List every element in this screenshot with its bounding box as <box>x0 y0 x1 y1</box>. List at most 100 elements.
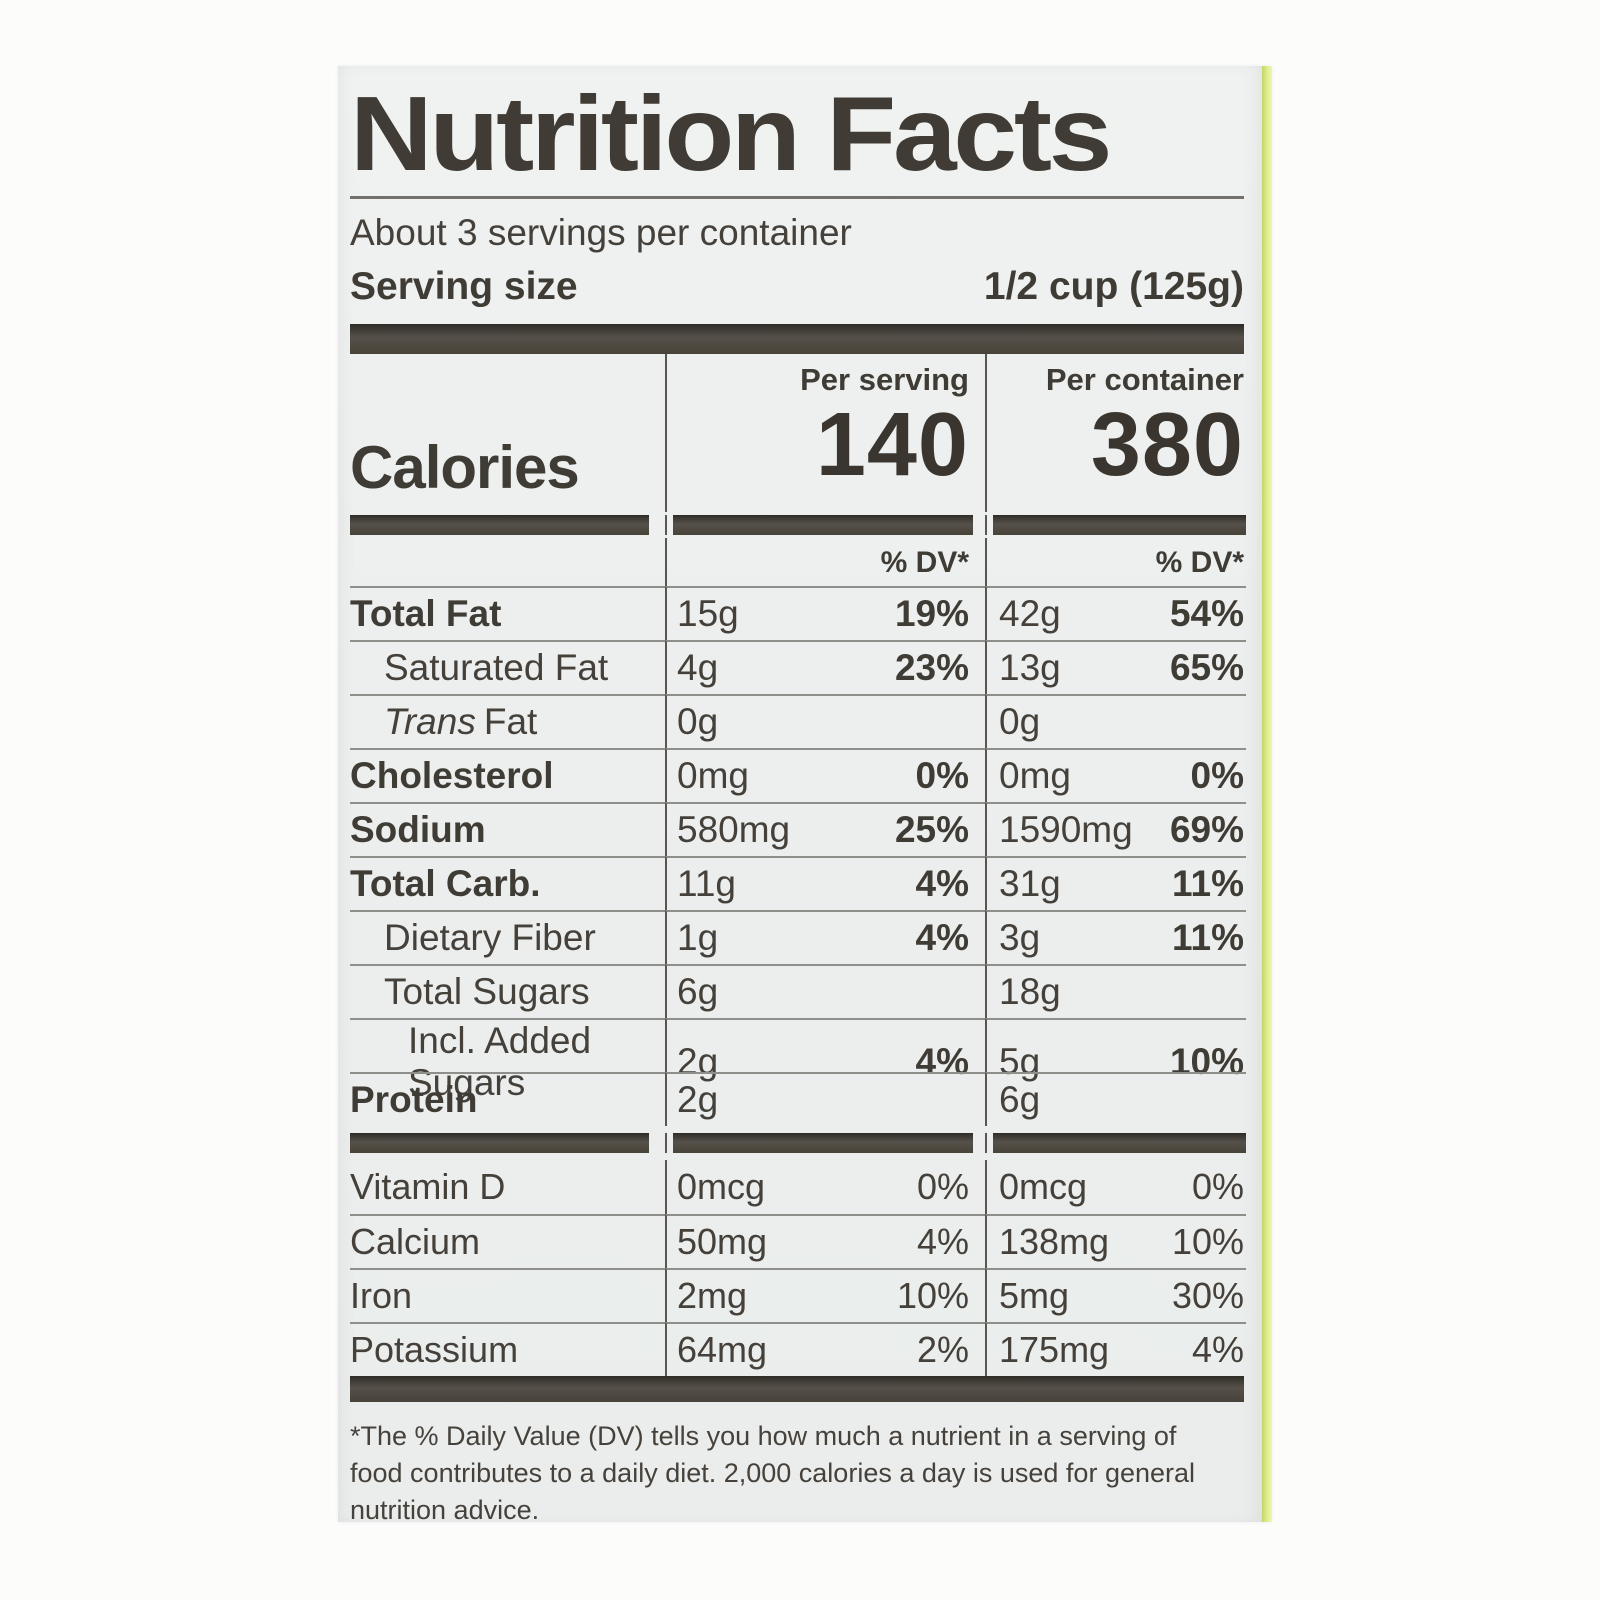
container-amount: 18g <box>999 971 1061 1013</box>
container-dv: 10% <box>1169 1041 1244 1083</box>
container-dv: 65% <box>1169 647 1244 689</box>
container-amount: 42g <box>999 593 1061 635</box>
servings-per-container: About 3 servings per container <box>350 212 852 254</box>
serving-dv: 25% <box>894 809 969 851</box>
serving-amount: 2g <box>677 1079 719 1121</box>
container-amount: 0g <box>999 701 1041 743</box>
thick-divider-bar-top <box>350 324 1244 355</box>
nutrient-name: Total Sugars <box>384 971 590 1013</box>
container-dv: 0% <box>1190 755 1244 797</box>
nutrient-row-sodium: Sodium 580mg 25% 1590mg 69% <box>350 802 1246 857</box>
container-amount: 3g <box>999 917 1041 959</box>
title-rule <box>350 196 1244 200</box>
container-dv: 11% <box>1171 917 1244 959</box>
serving-dv: 4% <box>916 1221 969 1263</box>
serving-amount: 64mg <box>677 1329 768 1371</box>
container-dv: 69% <box>1169 809 1244 851</box>
container-dv: 54% <box>1169 593 1244 635</box>
serving-amount: 2g <box>677 1041 719 1083</box>
label-title: Nutrition Facts <box>350 75 1112 193</box>
nutrient-name: Cholesterol <box>350 755 554 797</box>
calories-per-serving-value: 140 <box>815 395 969 496</box>
nutrient-name: Trans Fat <box>384 701 538 743</box>
nutrient-row-cholesterol: Cholesterol 0mg 0% 0mg 0% <box>350 748 1246 803</box>
nutrient-name: Dietary Fiber <box>384 917 596 959</box>
dv-header-serving: % DV* <box>665 538 985 587</box>
serving-dv: 4% <box>915 917 969 959</box>
serving-dv: 4% <box>915 1041 969 1083</box>
serving-amount: 6g <box>677 971 719 1013</box>
serving-amount: 50mg <box>677 1221 768 1263</box>
nutrient-row-added-sugars: Incl. Added Sugars 2g 4% 5g 10% <box>350 1018 1246 1105</box>
nutrient-row-saturated-fat: Saturated Fat 4g 23% 13g 65% <box>350 640 1246 695</box>
container-amount: 1590mg <box>999 809 1133 851</box>
container-amount: 5g <box>999 1041 1041 1083</box>
calories-label: Calories <box>350 434 580 502</box>
serving-amount: 2mg <box>677 1275 748 1317</box>
serving-dv: 4% <box>915 863 969 905</box>
per-serving-header: Per serving <box>800 362 969 398</box>
serving-amount: 580mg <box>677 809 791 851</box>
serving-dv: 23% <box>894 647 969 689</box>
nutrient-name: Total Carb. <box>350 863 541 905</box>
serving-amount: 1g <box>677 917 719 959</box>
nutrient-name: Potassium <box>350 1329 519 1371</box>
nutrient-row-total-fat: Total Fat 15g 19% 42g 54% <box>350 586 1246 641</box>
nutrient-name: Total Fat <box>350 593 502 635</box>
footnote-line: *The % Daily Value (DV) tells you how mu… <box>350 1421 1177 1452</box>
serving-size-value: 1/2 cup (125g) <box>983 264 1244 308</box>
footnote-line: nutrition advice. <box>350 1495 540 1526</box>
serving-amount: 15g <box>677 593 739 635</box>
dv-header-row: % DV* % DV* <box>350 538 1246 587</box>
container-amount: 6g <box>999 1079 1041 1121</box>
vitamin-row-potassium: Potassium 64mg 2% 175mg 4% <box>350 1322 1246 1377</box>
nutrient-name: Sodium <box>350 809 486 851</box>
nutrient-name: Protein <box>350 1079 478 1121</box>
container-amount: 138mg <box>999 1221 1110 1263</box>
nutrient-row-total-sugars: Total Sugars 6g 18g <box>350 964 1246 1019</box>
nutrient-name: Vitamin D <box>350 1166 506 1208</box>
container-dv: 10% <box>1171 1221 1244 1263</box>
container-dv: 0% <box>1191 1166 1244 1208</box>
serving-amount: 4g <box>677 647 719 689</box>
calories-row: Calories Per serving 140 Per container 3… <box>350 354 1244 513</box>
serving-amount: 11g <box>677 863 736 905</box>
nutrient-name: Incl. Added Sugars <box>408 1020 592 1104</box>
serving-size-label: Serving size <box>350 264 578 308</box>
serving-amount: 0mg <box>677 755 749 797</box>
nutrient-name: Calcium <box>350 1221 481 1263</box>
container-dv: 11% <box>1171 863 1244 905</box>
container-amount: 13g <box>999 647 1061 689</box>
vitamins-topbar <box>350 1126 1246 1160</box>
label-green-edge <box>1262 66 1272 1522</box>
container-amount: 0mcg <box>999 1166 1088 1208</box>
serving-amount: 0g <box>677 701 719 743</box>
per-container-header: Per container <box>1045 362 1244 398</box>
footnote-line: food contributes to a daily diet. 2,000 … <box>350 1458 1196 1489</box>
dv-header-container: % DV* <box>985 538 1246 587</box>
vitamin-row-vitamin-d: Vitamin D 0mcg 0% 0mcg 0% <box>350 1160 1244 1215</box>
nutrient-row-protein: Protein 2g 6g <box>350 1072 1246 1127</box>
nutrient-row-trans-fat: Trans Fat 0g 0g <box>350 694 1246 749</box>
serving-dv: 0% <box>916 1166 969 1208</box>
container-amount: 31g <box>999 863 1061 905</box>
calories-underbar <box>350 512 1246 538</box>
nutrient-row-total-carb: Total Carb. 11g 4% 31g 11% <box>350 856 1246 911</box>
serving-dv: 19% <box>894 593 969 635</box>
serving-dv: 0% <box>915 755 969 797</box>
nutrient-name: Saturated Fat <box>384 647 609 689</box>
container-amount: 0mg <box>999 755 1071 797</box>
serving-dv: 10% <box>896 1275 969 1317</box>
serving-dv: 2% <box>916 1329 969 1371</box>
serving-size-row: Serving size 1/2 cup (125g) <box>350 264 1244 311</box>
daily-value-footnote: *The % Daily Value (DV) tells you how mu… <box>350 1418 1244 1529</box>
nutrition-facts-label: Nutrition Facts About 3 servings per con… <box>338 66 1272 1525</box>
thick-divider-bar-bottom <box>350 1376 1244 1403</box>
nutrient-row-dietary-fiber: Dietary Fiber 1g 4% 3g 11% <box>350 910 1246 965</box>
container-amount: 5mg <box>999 1275 1070 1317</box>
container-amount: 175mg <box>999 1329 1110 1371</box>
vitamin-row-iron: Iron 2mg 10% 5mg 30% <box>350 1268 1246 1323</box>
container-dv: 4% <box>1191 1329 1244 1371</box>
calories-per-container-value: 380 <box>1090 395 1244 496</box>
